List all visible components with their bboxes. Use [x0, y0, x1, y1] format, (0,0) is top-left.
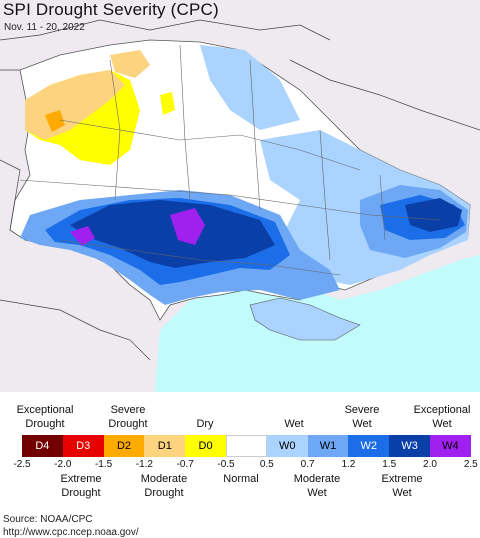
- legend-label-text: Wet: [284, 418, 304, 430]
- wet-area-w3: [405, 198, 462, 232]
- map-title: SPI Drought Severity (CPC): [3, 0, 219, 19]
- dry-area-d2: [45, 110, 65, 132]
- legend-label-dry: Dry: [160, 417, 250, 431]
- legend-label-severe-drought: Severe Drought: [83, 403, 173, 431]
- legend-swatch-d2: D2: [103, 435, 145, 457]
- legend-label-severe-wet: Severe Wet: [317, 403, 407, 431]
- neighbor-borders: [0, 19, 480, 361]
- legend-tick: 2.0: [423, 459, 437, 470]
- legend-label-text: Severe Wet: [344, 404, 380, 430]
- dry-area-d0: [160, 92, 175, 115]
- legend-label-text: Severe Drought: [108, 404, 148, 430]
- legend-swatch-d1: D1: [144, 435, 186, 457]
- legend-label-moderate-drought: Moderate Drought: [119, 472, 209, 500]
- legend-label-text: Exceptional Drought: [16, 404, 74, 430]
- legend-label-text: Moderate Drought: [140, 473, 188, 499]
- legend-label-text: Moderate Wet: [293, 473, 341, 499]
- legend-swatch-w2: W2: [348, 435, 390, 457]
- crimea-region: [249, 297, 361, 341]
- dry-area-d1: [110, 50, 150, 78]
- legend-label-text: Extreme Wet: [381, 473, 423, 499]
- drought-map: [0, 0, 480, 392]
- legend-swatch-normal: [226, 435, 267, 457]
- source-url[interactable]: http://www.cpc.ncep.noaa.gov/: [3, 527, 139, 538]
- legend-label-text: Dry: [196, 418, 214, 430]
- legend-tick: 1.2: [341, 459, 356, 470]
- legend-tick: 0.5: [259, 459, 274, 470]
- legend-tick: 0.7: [300, 459, 315, 470]
- legend-tick: -0.7: [176, 459, 194, 470]
- legend-label-exceptional-drought: Exceptional Drought: [0, 403, 90, 431]
- legend-tick: 2.5: [463, 459, 478, 470]
- legend-label-text: Exceptional Wet: [413, 404, 471, 430]
- admin-borders: [19, 44, 441, 276]
- legend-label-exceptional-wet: Exceptional Wet: [397, 403, 480, 431]
- legend-swatch-d4: D4: [22, 435, 63, 457]
- legend-label-moderate-wet: Moderate Wet: [272, 472, 362, 500]
- legend-swatch-w0: W0: [266, 435, 308, 457]
- legend-swatch-d3: D3: [62, 435, 104, 457]
- legend-swatch-d0: D0: [185, 435, 226, 457]
- wet-area-w0: [200, 45, 300, 130]
- legend-tick: -2.5: [13, 459, 31, 470]
- legend-swatch-w1: W1: [307, 435, 349, 457]
- legend-tick: -1.2: [135, 459, 153, 470]
- wet-area-w4: [170, 208, 205, 245]
- legend-label-text: Extreme Drought: [60, 473, 102, 499]
- legend-label-extreme-drought: Extreme Drought: [36, 472, 126, 500]
- legend-tick: -2.0: [54, 459, 72, 470]
- legend-label-extreme-wet: Extreme Wet: [357, 472, 447, 500]
- legend-label-wet: Wet: [249, 417, 339, 431]
- legend-swatch-w3: W3: [389, 435, 430, 457]
- legend-tick: -1.5: [94, 459, 113, 470]
- legend-tick: -0.5: [217, 459, 235, 470]
- source-label: Source: NOAA/CPC: [3, 514, 93, 525]
- wet-area-w4: [70, 226, 95, 246]
- legend-tick: 1.5: [382, 459, 397, 470]
- legend-label-normal: Normal: [196, 472, 286, 486]
- date-range: Nov. 11 - 20, 2022: [4, 22, 85, 33]
- legend-swatch-w4: W4: [430, 435, 471, 457]
- wet-area-w3: [70, 200, 275, 268]
- legend-label-text: Normal: [223, 473, 259, 485]
